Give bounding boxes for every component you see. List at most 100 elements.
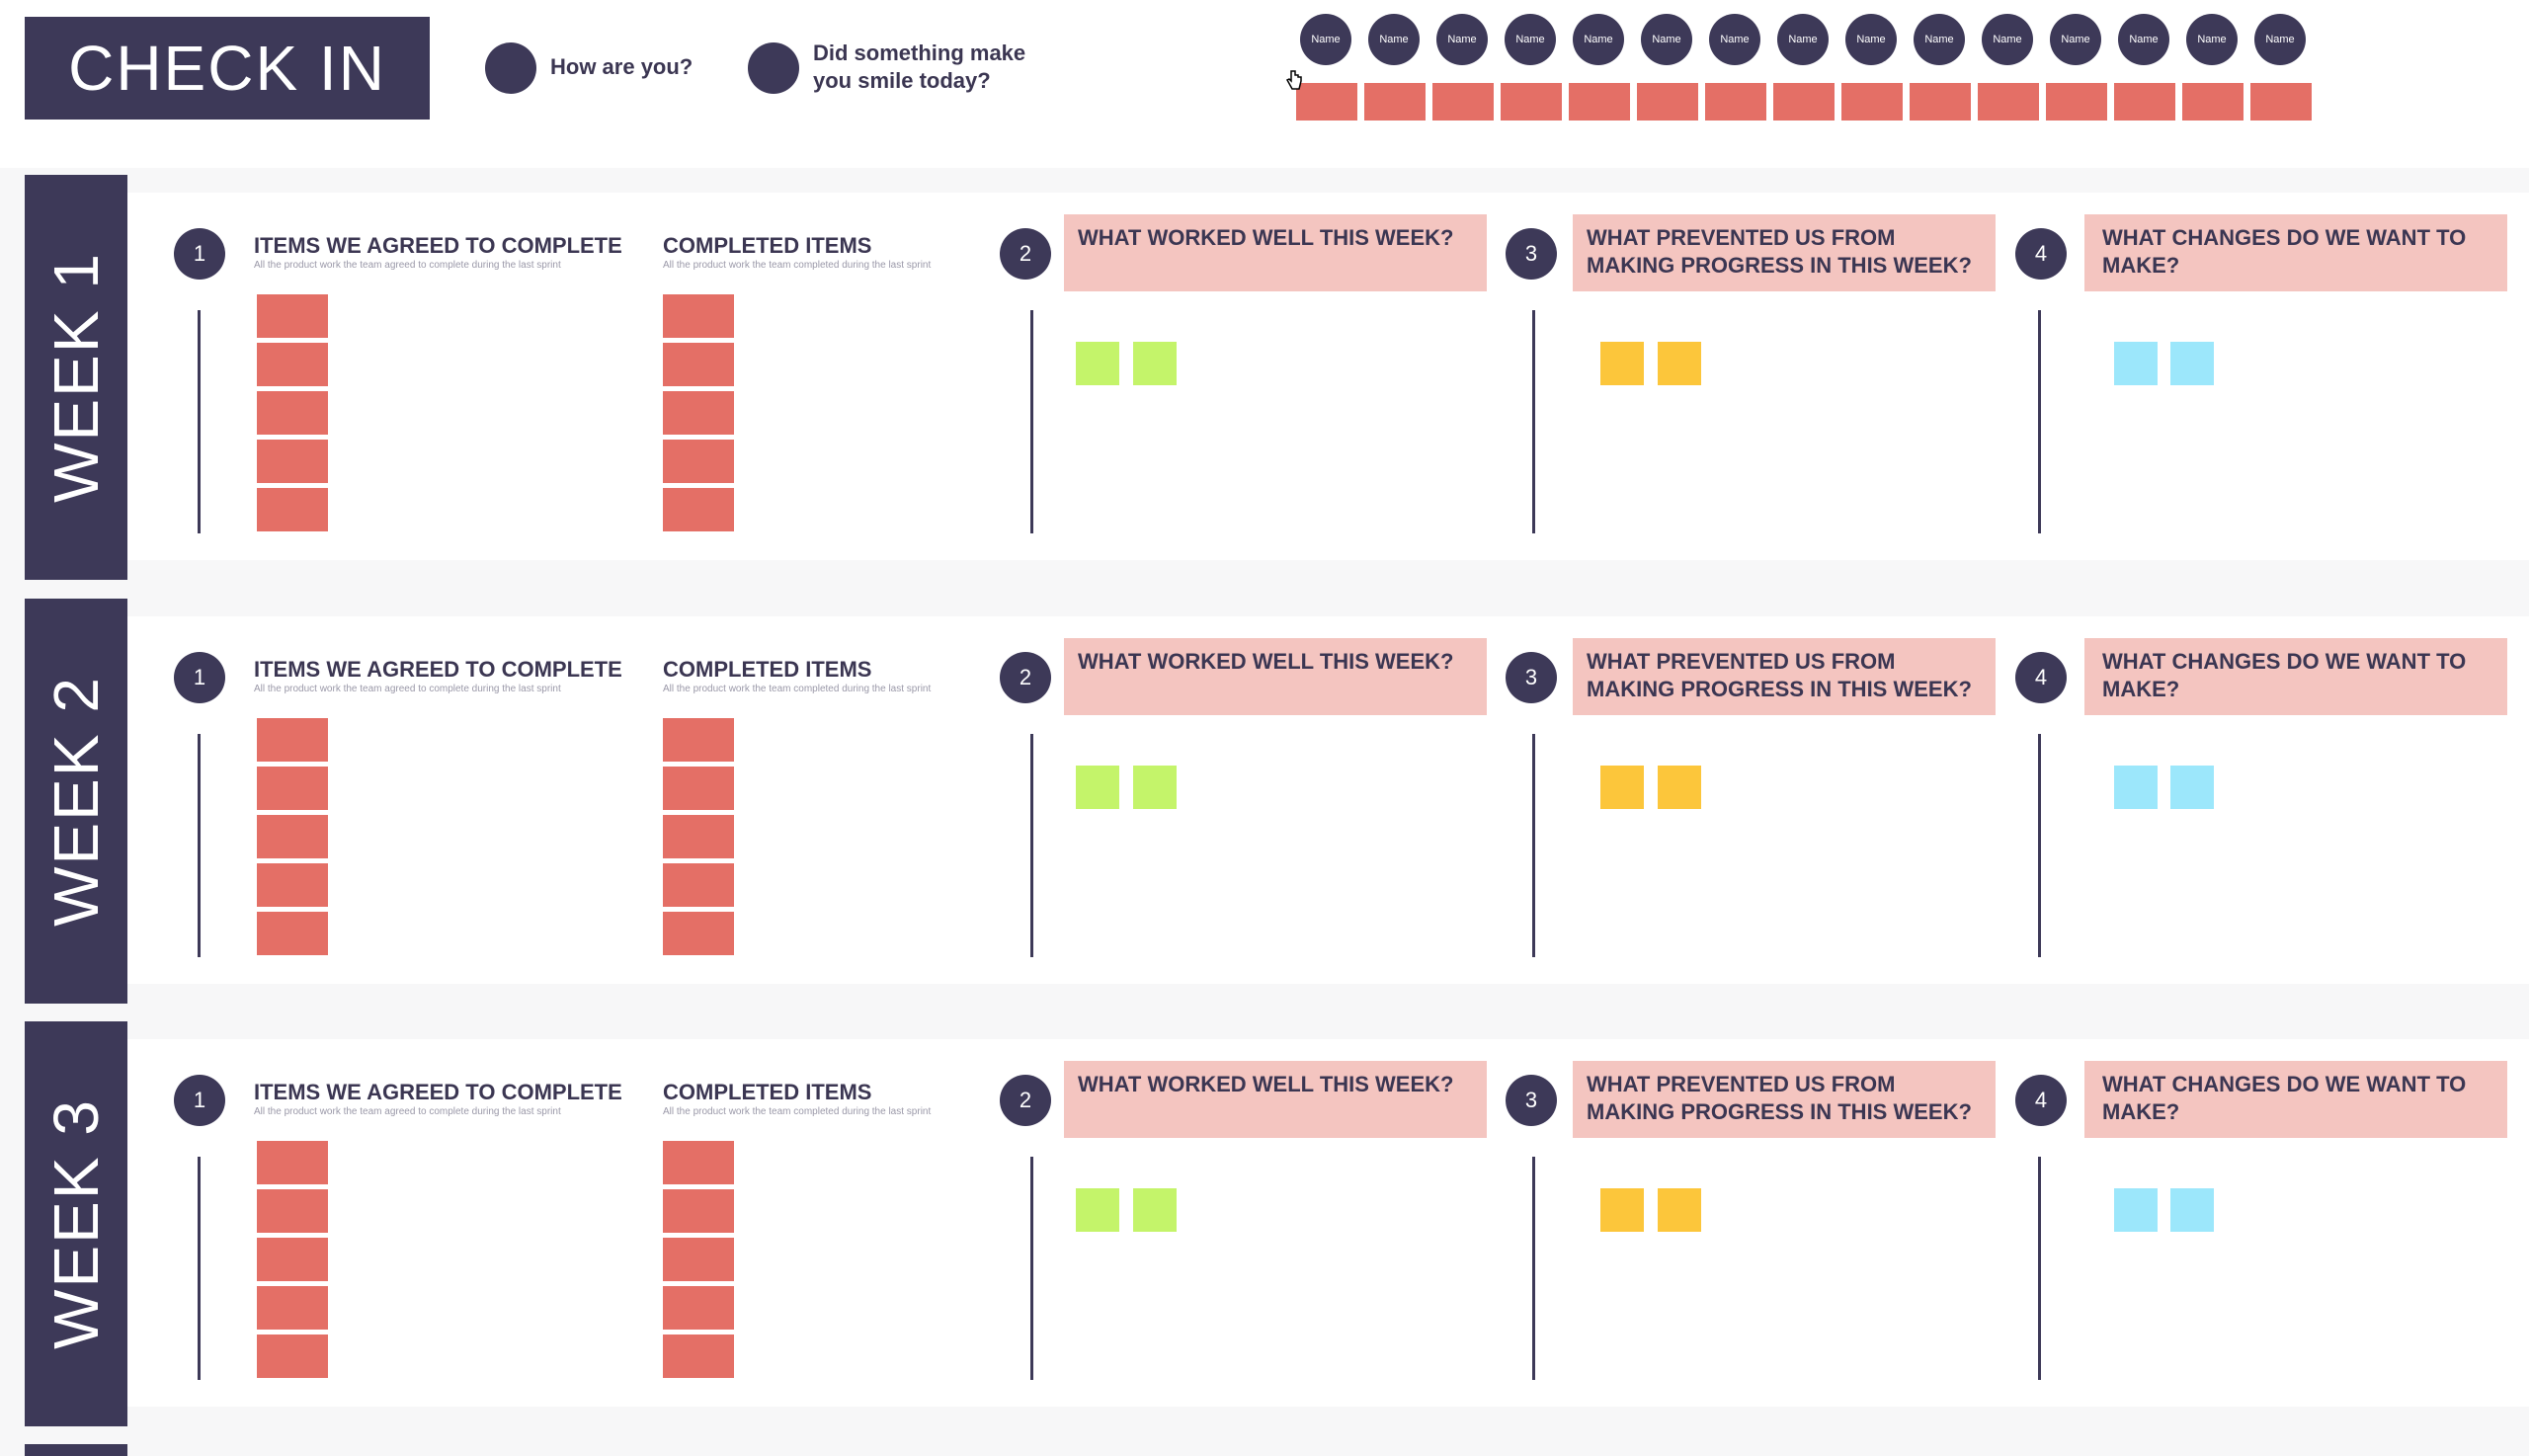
participant-name-circle[interactable]: Name bbox=[1641, 14, 1692, 65]
participant-name-circle[interactable]: Name bbox=[2050, 14, 2101, 65]
agreed-item-note[interactable] bbox=[257, 1335, 328, 1378]
agreed-item-note[interactable] bbox=[257, 391, 328, 435]
how-are-you-question: How are you? bbox=[550, 54, 693, 79]
completed-item-note[interactable] bbox=[663, 343, 734, 386]
agreed-item-note[interactable] bbox=[257, 1189, 328, 1233]
participant-sticky-note[interactable] bbox=[1432, 83, 1494, 121]
participant-name-circle[interactable]: Name bbox=[1436, 14, 1488, 65]
worked-well-sticky[interactable] bbox=[1133, 1188, 1177, 1232]
completed-item-note[interactable] bbox=[663, 912, 734, 955]
participant-name-circle[interactable]: Name bbox=[2186, 14, 2238, 65]
divider-line bbox=[2038, 734, 2041, 957]
participant-sticky-note[interactable] bbox=[1705, 83, 1766, 121]
changes-sticky[interactable] bbox=[2170, 1188, 2214, 1232]
agreed-item-note[interactable] bbox=[257, 815, 328, 858]
prevented-sticky[interactable] bbox=[1658, 342, 1701, 385]
participant-sticky-note[interactable] bbox=[1501, 83, 1562, 121]
worked-well-header: WHAT WORKED WELL THIS WEEK? bbox=[1064, 1061, 1487, 1138]
participant-name-circle[interactable]: Name bbox=[1845, 14, 1897, 65]
hand-cursor-icon bbox=[1285, 70, 1302, 90]
participant-sticky-note[interactable] bbox=[2046, 83, 2107, 121]
participant-sticky-note[interactable] bbox=[1910, 83, 1971, 121]
completed-item-note[interactable] bbox=[663, 294, 734, 338]
agreed-item-note[interactable] bbox=[257, 767, 328, 810]
agreed-item-note[interactable] bbox=[257, 718, 328, 762]
completed-item-note[interactable] bbox=[663, 440, 734, 483]
completed-item-note[interactable] bbox=[663, 767, 734, 810]
divider-line bbox=[198, 1157, 201, 1380]
agreed-item-note[interactable] bbox=[257, 1141, 328, 1184]
participant-name-circle[interactable]: Name bbox=[1505, 14, 1556, 65]
divider-line bbox=[1532, 310, 1535, 533]
agreed-items-subtitle: All the product work the team agreed to … bbox=[254, 684, 561, 694]
completed-items-title: COMPLETED ITEMS bbox=[663, 1080, 872, 1104]
completed-item-note[interactable] bbox=[663, 391, 734, 435]
step-number: 1 bbox=[174, 228, 225, 280]
changes-header: WHAT CHANGES DO WE WANT TO MAKE? bbox=[2084, 1061, 2507, 1138]
changes-sticky[interactable] bbox=[2114, 766, 2158, 809]
completed-item-note[interactable] bbox=[663, 488, 734, 531]
agreed-item-note[interactable] bbox=[257, 863, 328, 907]
agreed-item-note[interactable] bbox=[257, 294, 328, 338]
prevented-sticky[interactable] bbox=[1600, 766, 1644, 809]
participant-name-circle[interactable]: Name bbox=[1777, 14, 1829, 65]
participant-sticky-note[interactable] bbox=[1364, 83, 1426, 121]
completed-item-note[interactable] bbox=[663, 1189, 734, 1233]
participant-name-circle[interactable]: Name bbox=[1300, 14, 1351, 65]
agreed-item-note[interactable] bbox=[257, 1286, 328, 1330]
participant-sticky-note[interactable] bbox=[2114, 83, 2175, 121]
prevented-sticky[interactable] bbox=[1600, 342, 1644, 385]
agreed-items-subtitle: All the product work the team agreed to … bbox=[254, 260, 561, 271]
completed-item-note[interactable] bbox=[663, 718, 734, 762]
changes-sticky[interactable] bbox=[2170, 342, 2214, 385]
agreed-items-title: ITEMS WE AGREED TO COMPLETE bbox=[254, 657, 622, 682]
agreed-item-note[interactable] bbox=[257, 1238, 328, 1281]
prevented-sticky[interactable] bbox=[1658, 766, 1701, 809]
agreed-item-note[interactable] bbox=[257, 343, 328, 386]
participant-sticky-note[interactable] bbox=[1773, 83, 1835, 121]
participant-name-circle[interactable]: Name bbox=[2254, 14, 2306, 65]
participant-name-circle[interactable]: Name bbox=[1368, 14, 1420, 65]
completed-item-note[interactable] bbox=[663, 1286, 734, 1330]
participant-name-circle[interactable]: Name bbox=[2118, 14, 2169, 65]
agreed-item-note[interactable] bbox=[257, 440, 328, 483]
participant-sticky-note[interactable] bbox=[1637, 83, 1698, 121]
participant-name-circle[interactable]: Name bbox=[1573, 14, 1624, 65]
divider-line bbox=[198, 310, 201, 533]
completed-items-subtitle: All the product work the team completed … bbox=[663, 684, 932, 694]
participant-name-circle[interactable]: Name bbox=[1914, 14, 1965, 65]
participant-sticky-note[interactable] bbox=[1296, 83, 1357, 121]
agreed-item-note[interactable] bbox=[257, 488, 328, 531]
agreed-item-note[interactable] bbox=[257, 912, 328, 955]
week-4-tab-partial bbox=[25, 1444, 127, 1456]
participant-name-circle[interactable]: Name bbox=[1709, 14, 1760, 65]
participant-sticky-note[interactable] bbox=[2182, 83, 2243, 121]
completed-item-note[interactable] bbox=[663, 1141, 734, 1184]
divider-line bbox=[1532, 1157, 1535, 1380]
smile-question-dot[interactable] bbox=[748, 42, 799, 94]
completed-item-note[interactable] bbox=[663, 1335, 734, 1378]
worked-well-sticky[interactable] bbox=[1133, 342, 1177, 385]
participant-sticky-note[interactable] bbox=[2250, 83, 2312, 121]
changes-sticky[interactable] bbox=[2114, 1188, 2158, 1232]
worked-well-sticky[interactable] bbox=[1133, 766, 1177, 809]
how-are-you-dot[interactable] bbox=[485, 42, 536, 94]
prevented-sticky[interactable] bbox=[1658, 1188, 1701, 1232]
completed-item-note[interactable] bbox=[663, 1238, 734, 1281]
completed-item-note[interactable] bbox=[663, 863, 734, 907]
worked-well-sticky[interactable] bbox=[1076, 342, 1119, 385]
changes-sticky[interactable] bbox=[2114, 342, 2158, 385]
completed-item-note[interactable] bbox=[663, 815, 734, 858]
prevented-sticky[interactable] bbox=[1600, 1188, 1644, 1232]
changes-sticky[interactable] bbox=[2170, 766, 2214, 809]
worked-well-sticky[interactable] bbox=[1076, 1188, 1119, 1232]
participant-name-circle[interactable]: Name bbox=[1982, 14, 2033, 65]
participant-sticky-note[interactable] bbox=[1978, 83, 2039, 121]
divider-line bbox=[2038, 1157, 2041, 1380]
step-number: 4 bbox=[2015, 1075, 2067, 1126]
divider-line bbox=[198, 734, 201, 957]
worked-well-sticky[interactable] bbox=[1076, 766, 1119, 809]
participant-sticky-note[interactable] bbox=[1569, 83, 1630, 121]
participant-sticky-note[interactable] bbox=[1841, 83, 1903, 121]
changes-header: WHAT CHANGES DO WE WANT TO MAKE? bbox=[2084, 214, 2507, 291]
